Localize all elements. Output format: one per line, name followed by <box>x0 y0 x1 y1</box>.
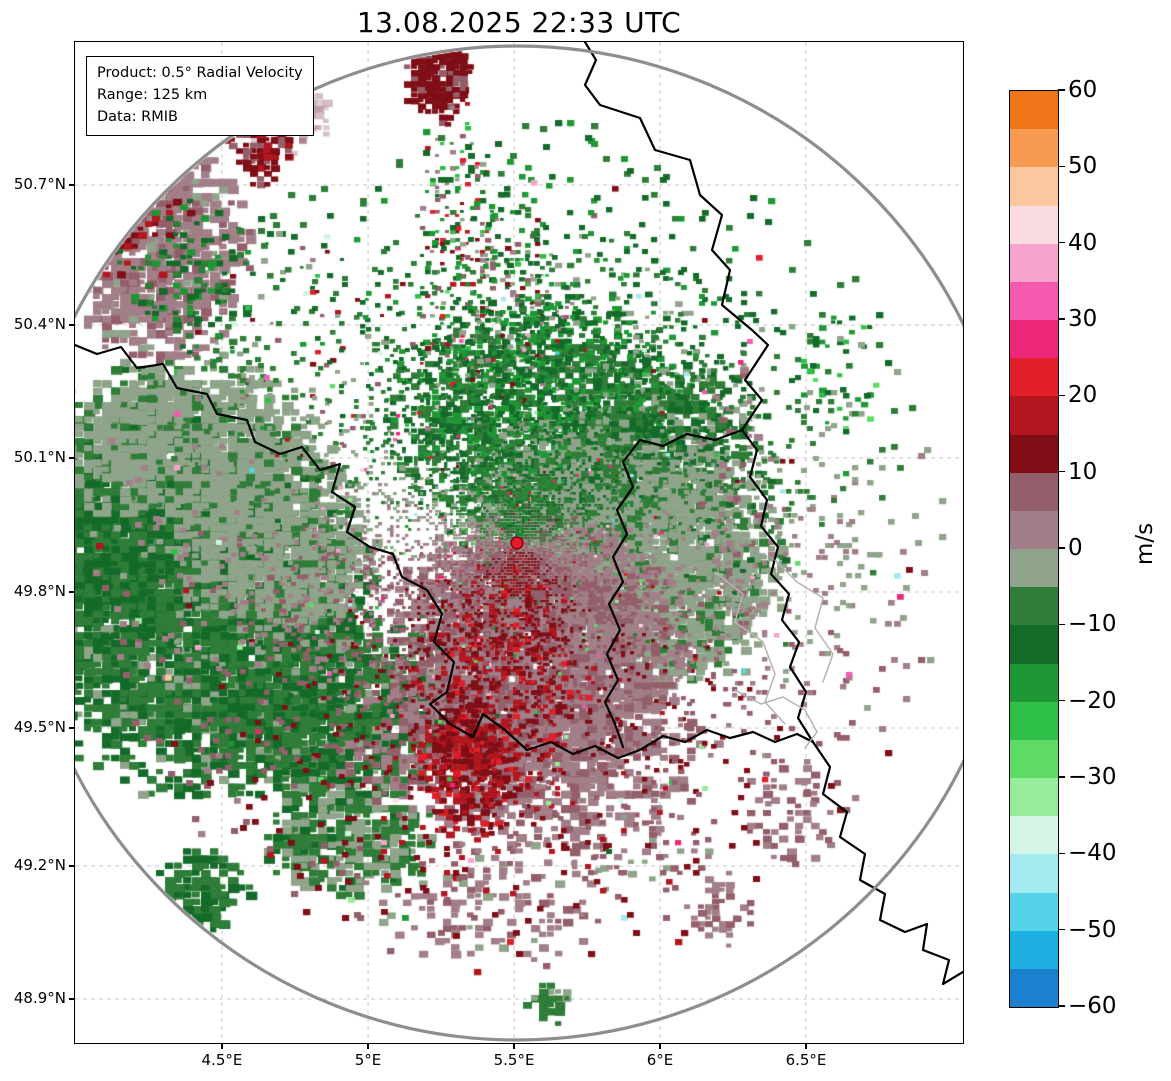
x-tick-label: 4.5°E <box>201 1051 243 1069</box>
map-overlay-layer <box>75 42 963 1042</box>
y-tick-label: 50.7°N <box>13 175 66 194</box>
colorbar-band <box>1010 320 1058 359</box>
colorbar-tick-mark <box>1058 1005 1065 1007</box>
y-tick-label: 49.5°N <box>13 717 66 736</box>
y-tick-label: 49.8°N <box>13 581 66 600</box>
colorbar-band <box>1010 968 1058 1008</box>
colorbar-tick-label: −40 <box>1068 840 1117 867</box>
colorbar-tick-mark <box>1058 928 1065 931</box>
colorbar-tick-mark <box>1058 699 1065 702</box>
colorbar-tick-mark <box>1058 241 1065 244</box>
colorbar-tick-label: 30 <box>1068 306 1098 332</box>
colorbar-band <box>1010 243 1058 282</box>
colorbar-tick-label: 10 <box>1068 458 1098 485</box>
x-tick-label: 5°E <box>354 1051 382 1069</box>
range-ring <box>75 44 963 1042</box>
info-product: Product: 0.5° Radial Velocity <box>97 65 303 81</box>
colorbar-tick-label: 40 <box>1068 229 1098 256</box>
colorbar-band <box>1010 434 1058 473</box>
colorbar-band <box>1010 778 1058 817</box>
colorbar-tick-label: −10 <box>1068 611 1117 638</box>
colorbar-band <box>1010 701 1058 740</box>
colorbar-band <box>1010 663 1058 702</box>
map-plot: Product: 0.5° Radial Velocity Range: 125… <box>74 41 964 1044</box>
figure-title: 13.08.2025 22:33 UTC <box>356 6 682 39</box>
colorbar-tick-label: −30 <box>1068 764 1117 790</box>
colorbar-tick-label: 0 <box>1068 535 1083 561</box>
info-data-source: Data: RMIB <box>97 108 178 125</box>
colorbar-band <box>1010 281 1058 321</box>
colorbar <box>1009 90 1059 1008</box>
colorbar-band <box>1010 396 1058 435</box>
colorbar-band <box>1010 892 1058 931</box>
colorbar-tick-label: 50 <box>1068 153 1098 180</box>
colorbar-tick-mark <box>1058 318 1065 320</box>
colorbar-band <box>1010 129 1058 168</box>
colorbar-tick-mark <box>1058 470 1065 473</box>
colorbar-band <box>1010 587 1058 626</box>
colorbar-tick-mark <box>1058 394 1065 397</box>
colorbar-band <box>1010 472 1058 511</box>
colorbar-tick-label: 60 <box>1068 77 1098 103</box>
colorbar-band <box>1010 167 1058 206</box>
colorbar-band <box>1010 358 1058 397</box>
y-tick-label: 48.9°N <box>13 988 66 1007</box>
colorbar-tick-label: −60 <box>1068 993 1117 1019</box>
product-info-box: Product: 0.5° Radial Velocity Range: 125… <box>86 56 314 137</box>
colorbar-band <box>1010 816 1058 855</box>
colorbar-band <box>1010 930 1058 969</box>
colorbar-band <box>1010 510 1058 550</box>
info-range: Range: 125 km <box>97 86 208 103</box>
border-district-3 <box>734 689 818 749</box>
colorbar-band <box>1010 739 1058 779</box>
border-lux-west <box>603 428 744 749</box>
border-district-2 <box>774 559 834 683</box>
colorbar-tick-mark <box>1058 89 1065 91</box>
colorbar-tick-mark <box>1058 776 1065 778</box>
radar-site-marker <box>510 536 524 550</box>
colorbar-unit-label: m/s <box>1132 522 1158 566</box>
x-tick-label: 6°E <box>646 1051 674 1069</box>
colorbar-tick-mark <box>1058 623 1065 626</box>
colorbar-band <box>1010 91 1058 130</box>
colorbar-tick-label: −50 <box>1068 916 1117 943</box>
colorbar-band <box>1010 625 1058 664</box>
colorbar-band <box>1010 549 1058 588</box>
border-district-1 <box>714 571 786 725</box>
colorbar-tick-mark <box>1058 165 1065 168</box>
y-tick-label: 50.4°N <box>13 314 66 333</box>
colorbar-band <box>1010 205 1058 244</box>
border-east <box>583 42 963 986</box>
y-tick-label: 49.2°N <box>13 856 66 875</box>
x-tick-label: 6.5°E <box>785 1051 827 1069</box>
x-tick-label: 5.5°E <box>493 1051 535 1069</box>
border-south <box>75 343 815 760</box>
colorbar-tick-label: −20 <box>1068 687 1117 714</box>
colorbar-band <box>1010 854 1058 893</box>
y-tick-label: 50.1°N <box>13 448 66 466</box>
colorbar-tick-mark <box>1058 852 1065 855</box>
colorbar-tick-mark <box>1058 547 1065 549</box>
colorbar-tick-label: 20 <box>1068 382 1098 409</box>
